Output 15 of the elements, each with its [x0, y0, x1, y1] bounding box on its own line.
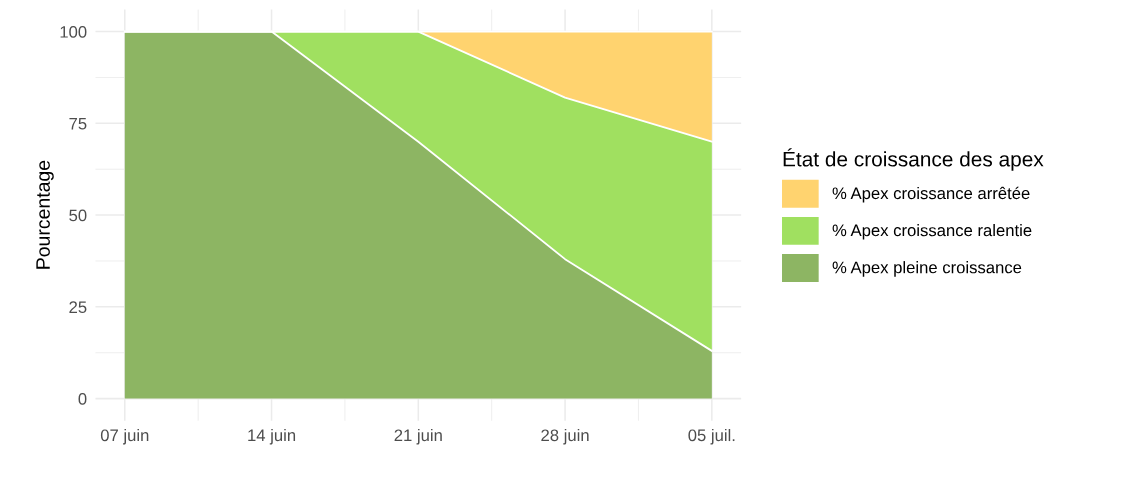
y-tick-label: 25	[69, 301, 87, 314]
y-tick-label: 50	[69, 209, 87, 222]
legend-label: % Apex pleine croissance	[832, 261, 1022, 277]
y-tick-label: 100	[60, 25, 87, 38]
legend-title: État de croissance des apex	[783, 148, 1044, 171]
y-axis-title: Pourcentage	[36, 160, 54, 269]
x-tick-label: 14 juin	[248, 428, 296, 445]
legend-label: % Apex croissance ralentie	[832, 224, 1032, 240]
x-tick-label: 21 juin	[394, 428, 442, 445]
legend-label: % Apex croissance arrêtée	[832, 186, 1030, 203]
x-tick-label: 07 juin	[100, 428, 149, 445]
y-tick-label: 0	[78, 393, 87, 405]
y-tick-label: 75	[69, 117, 87, 130]
x-tick-label: 28 juin	[541, 428, 589, 445]
x-tick-label: 05 juil.	[688, 428, 735, 445]
